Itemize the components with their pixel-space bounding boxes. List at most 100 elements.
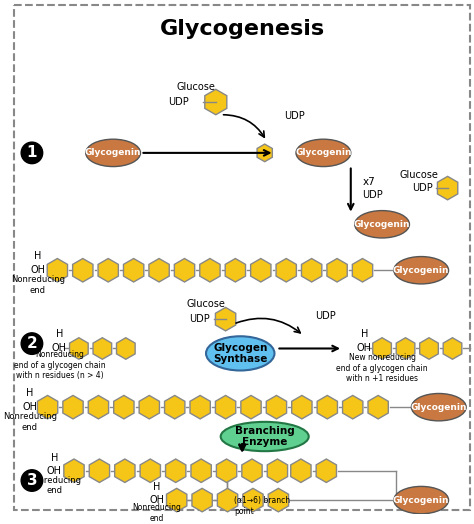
Polygon shape [139, 396, 159, 419]
Polygon shape [88, 396, 109, 419]
Text: OH: OH [150, 495, 164, 505]
Polygon shape [276, 258, 296, 282]
Polygon shape [257, 144, 273, 162]
Polygon shape [267, 459, 288, 483]
Text: Nonreducing
end: Nonreducing end [11, 275, 65, 294]
Text: (α1→6) branch
point: (α1→6) branch point [234, 496, 291, 516]
Text: Glycogenin: Glycogenin [295, 148, 352, 157]
Polygon shape [268, 488, 289, 512]
Polygon shape [368, 396, 388, 419]
Text: OH: OH [22, 402, 37, 412]
Polygon shape [438, 177, 458, 200]
Text: Glucose: Glucose [177, 82, 216, 92]
Polygon shape [443, 338, 462, 359]
Polygon shape [205, 89, 227, 115]
Text: 1: 1 [27, 145, 37, 160]
Polygon shape [89, 459, 109, 483]
Polygon shape [124, 258, 144, 282]
Polygon shape [164, 396, 185, 419]
Polygon shape [191, 459, 211, 483]
Polygon shape [190, 396, 210, 419]
Polygon shape [352, 258, 373, 282]
Polygon shape [115, 459, 135, 483]
Polygon shape [93, 338, 112, 359]
Polygon shape [63, 396, 83, 419]
Polygon shape [316, 459, 337, 483]
Polygon shape [215, 396, 236, 419]
Polygon shape [218, 488, 237, 512]
Polygon shape [292, 396, 312, 419]
Text: Nonreducing
end: Nonreducing end [27, 476, 82, 495]
Ellipse shape [296, 139, 351, 167]
Text: H: H [26, 388, 34, 398]
Ellipse shape [206, 336, 274, 370]
Polygon shape [192, 488, 212, 512]
Text: OH: OH [357, 344, 372, 354]
Polygon shape [114, 396, 134, 419]
Polygon shape [217, 459, 237, 483]
Text: x7: x7 [363, 177, 375, 187]
Polygon shape [317, 396, 337, 419]
Ellipse shape [86, 139, 140, 167]
Polygon shape [291, 459, 311, 483]
Polygon shape [37, 396, 58, 419]
Polygon shape [140, 459, 160, 483]
Polygon shape [98, 258, 118, 282]
Polygon shape [266, 396, 287, 419]
Polygon shape [200, 258, 220, 282]
Text: OH: OH [30, 265, 46, 275]
Polygon shape [373, 338, 392, 359]
Polygon shape [396, 338, 415, 359]
Polygon shape [327, 258, 347, 282]
Text: OH: OH [47, 466, 62, 476]
Ellipse shape [355, 211, 410, 238]
Text: Nonreducing
end: Nonreducing end [3, 412, 57, 432]
Polygon shape [64, 459, 84, 483]
Text: H: H [34, 250, 42, 260]
Polygon shape [419, 338, 438, 359]
Polygon shape [251, 258, 271, 282]
Polygon shape [117, 338, 135, 359]
Polygon shape [47, 258, 67, 282]
Text: New nonreducing
end of a glycogen chain
with n +1 residues: New nonreducing end of a glycogen chain … [336, 353, 428, 383]
Text: Nonreducing
end: Nonreducing end [133, 503, 182, 522]
Ellipse shape [394, 257, 448, 284]
Ellipse shape [221, 422, 309, 451]
Ellipse shape [394, 486, 448, 514]
Text: H: H [361, 329, 368, 339]
Text: UDP: UDP [412, 183, 433, 193]
Polygon shape [215, 308, 236, 331]
Circle shape [21, 142, 43, 163]
Circle shape [21, 470, 43, 492]
Text: Glycogenin: Glycogenin [393, 496, 449, 505]
Ellipse shape [411, 394, 466, 421]
Text: UDP: UDP [284, 111, 305, 121]
Polygon shape [225, 258, 246, 282]
Polygon shape [73, 258, 93, 282]
Text: Glycogenin: Glycogenin [354, 220, 410, 229]
Text: OH: OH [52, 344, 67, 354]
Text: Glucose: Glucose [187, 300, 226, 310]
Circle shape [21, 333, 43, 354]
Text: 2: 2 [27, 336, 37, 351]
Polygon shape [243, 488, 263, 512]
Text: H: H [55, 329, 63, 339]
Text: Glycogenin: Glycogenin [393, 266, 449, 275]
Polygon shape [166, 488, 187, 512]
Text: UDP: UDP [363, 190, 383, 200]
Text: Glycogenin: Glycogenin [85, 148, 141, 157]
Polygon shape [165, 459, 186, 483]
Polygon shape [174, 258, 195, 282]
Text: Branching
Enzyme: Branching Enzyme [235, 425, 294, 447]
Text: Glucose: Glucose [400, 170, 438, 180]
Text: H: H [154, 483, 161, 493]
Polygon shape [149, 258, 169, 282]
Text: UDP: UDP [316, 311, 337, 321]
Text: Nonreducing
end of a glycogen chain
with n residues (n > 4): Nonreducing end of a glycogen chain with… [13, 350, 105, 380]
Polygon shape [70, 338, 88, 359]
Text: Glycogenesis: Glycogenesis [160, 19, 325, 39]
Text: Glycogen
Synthase: Glycogen Synthase [213, 343, 267, 364]
Text: Glycogenin: Glycogenin [410, 402, 467, 412]
Polygon shape [242, 459, 262, 483]
Polygon shape [241, 396, 261, 419]
